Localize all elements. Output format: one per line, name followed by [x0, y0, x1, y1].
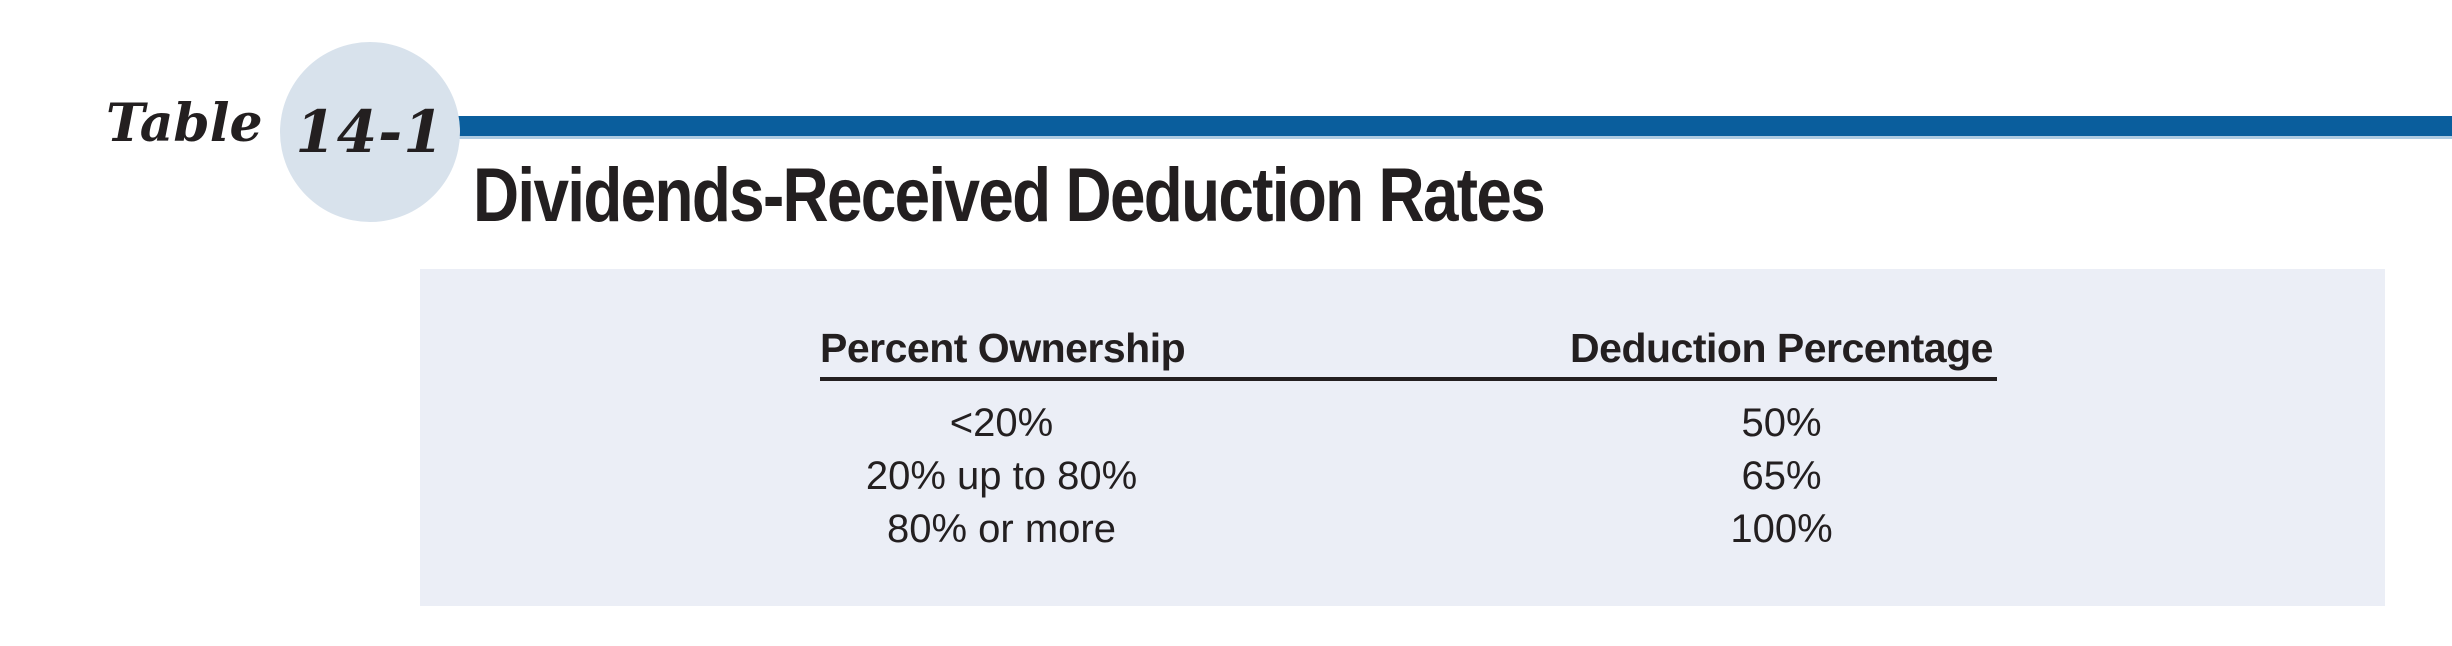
deduction-cell: 65% — [1741, 454, 1822, 498]
accent-bar — [440, 116, 2452, 139]
table-label-word: Table — [106, 93, 263, 154]
ownership-cell: 20% up to 80% — [865, 454, 1138, 498]
table-panel: Percent Ownership Deduction Percentage <… — [420, 269, 2385, 606]
column-header-percent-ownership: Percent Ownership — [820, 325, 1186, 371]
page-title: Dividends-Received Deduction Rates — [473, 153, 1546, 238]
data-table: Percent Ownership Deduction Percentage <… — [820, 325, 1997, 556]
table-header-row: Percent Ownership Deduction Percentage — [820, 325, 1997, 381]
table-body: <20% 50% 20% up to 80% 65% 80% or more 1… — [820, 397, 1997, 556]
ownership-cell: 80% or more — [887, 507, 1116, 551]
deduction-cell: 100% — [1730, 507, 1833, 551]
deduction-cell: 50% — [1741, 401, 1822, 445]
table-row: 20% up to 80% 65% — [820, 450, 1997, 503]
table-row: <20% 50% — [820, 397, 1997, 450]
table-number-badge: 14-1 — [280, 42, 460, 222]
column-header-deduction-percentage: Deduction Percentage — [1570, 325, 1993, 371]
ownership-cell: <20% — [949, 401, 1054, 445]
table-row: 80% or more 100% — [820, 503, 1997, 556]
table-number: 14-1 — [295, 98, 445, 166]
